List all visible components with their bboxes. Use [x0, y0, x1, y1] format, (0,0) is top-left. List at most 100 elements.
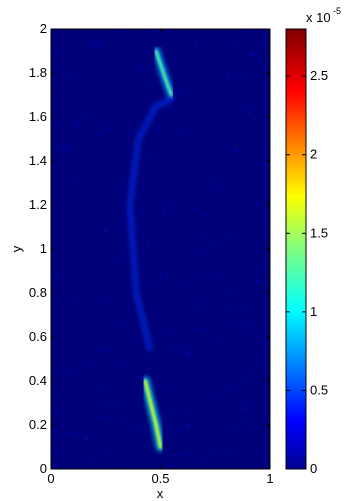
colorbar-tick-label: 2.5: [310, 68, 328, 83]
noise-speckle: [170, 206, 173, 209]
noise-speckle: [153, 384, 156, 387]
noise-speckle: [199, 278, 202, 281]
noise-speckle: [144, 158, 147, 161]
noise-speckle: [159, 278, 162, 281]
noise-speckle: [148, 280, 150, 283]
noise-speckle: [96, 133, 99, 136]
noise-speckle: [51, 396, 54, 399]
noise-speckle: [260, 270, 263, 273]
noise-speckle: [106, 298, 109, 301]
noise-speckle: [248, 111, 251, 114]
noise-speckle: [156, 128, 159, 131]
noise-speckle: [192, 273, 195, 276]
noise-speckle: [240, 108, 242, 111]
noise-speckle: [87, 190, 90, 193]
noise-speckle: [165, 276, 168, 279]
noise-speckle: [162, 214, 165, 217]
noise-speckle: [97, 349, 100, 352]
noise-speckle: [177, 326, 180, 329]
noise-speckle: [118, 200, 121, 203]
noise-speckle: [76, 175, 79, 178]
noise-speckle: [51, 434, 53, 437]
noise-speckle: [148, 102, 151, 105]
noise-speckle: [169, 389, 172, 392]
noise-speckle: [137, 212, 140, 215]
noise-speckle: [74, 66, 77, 69]
y-tick-label: 1.4: [29, 153, 47, 168]
noise-speckle: [200, 234, 203, 237]
noise-speckle: [162, 456, 165, 459]
noise-speckle: [258, 449, 261, 452]
noise-speckle: [247, 105, 250, 108]
colorbar-tick-label: 1: [310, 304, 317, 319]
noise-speckle: [158, 30, 161, 33]
noise-speckle: [91, 455, 94, 458]
noise-speckle: [79, 174, 81, 177]
noise-speckle: [180, 311, 183, 314]
noise-speckle: [68, 208, 70, 210]
noise-speckle: [103, 417, 106, 420]
noise-speckle: [231, 430, 234, 432]
noise-speckle: [187, 361, 190, 364]
noise-speckle: [205, 368, 207, 371]
noise-speckle: [180, 130, 182, 133]
noise-speckle: [242, 148, 245, 151]
noise-speckle: [159, 274, 162, 277]
noise-speckle: [191, 327, 194, 330]
noise-speckle: [60, 70, 63, 73]
noise-speckle: [194, 42, 197, 45]
noise-speckle: [106, 287, 108, 290]
noise-speckle: [219, 276, 222, 279]
feature-streak: [154, 49, 173, 97]
y-tick-label: 1: [40, 241, 47, 256]
noise-speckle: [114, 320, 117, 323]
noise-speckle: [202, 329, 205, 331]
noise-speckle: [58, 422, 61, 425]
noise-speckle: [93, 39, 96, 42]
noise-speckle: [52, 125, 55, 128]
noise-speckle: [182, 281, 185, 284]
noise-speckle: [204, 153, 207, 156]
y-tick-label: 0: [40, 461, 47, 476]
noise-speckle: [123, 359, 126, 362]
noise-speckle: [207, 278, 210, 281]
noise-speckle: [174, 327, 177, 330]
noise-speckle: [240, 330, 243, 333]
noise-speckle: [182, 347, 185, 350]
colorbar-exponent-power: -5: [333, 6, 341, 16]
noise-speckle: [210, 178, 213, 181]
noise-speckle: [120, 156, 123, 159]
noise-speckle: [118, 299, 120, 302]
y-tick-label: 1.2: [29, 197, 47, 212]
noise-speckle: [123, 96, 126, 99]
noise-speckle: [163, 244, 166, 247]
noise-speckle: [63, 149, 66, 152]
noise-speckle: [243, 77, 246, 80]
noise-speckle: [178, 454, 180, 457]
noise-speckle: [187, 352, 190, 355]
noise-speckle: [52, 47, 55, 50]
noise-speckle: [209, 215, 212, 217]
noise-speckle: [60, 367, 63, 369]
noise-speckle: [101, 384, 104, 387]
colorbar-tick-label: 0: [310, 461, 317, 476]
noise-speckle: [116, 363, 118, 366]
noise-speckle: [240, 386, 243, 389]
noise-speckle: [253, 331, 256, 334]
noise-speckle: [205, 460, 208, 463]
noise-speckle: [147, 368, 150, 370]
noise-speckle: [139, 428, 142, 431]
noise-speckle: [138, 38, 140, 41]
noise-speckle: [186, 58, 189, 61]
noise-speckle: [193, 207, 195, 209]
noise-speckle: [67, 144, 70, 147]
colorbar-tick-label: 2: [310, 147, 317, 162]
noise-speckle: [68, 72, 71, 75]
noise-speckle: [191, 84, 194, 87]
noise-speckle: [216, 374, 219, 377]
noise-speckle: [230, 450, 233, 453]
noise-speckle: [189, 92, 192, 95]
noise-speckle: [212, 394, 215, 397]
noise-speckle: [140, 271, 143, 274]
noise-speckle: [123, 201, 126, 204]
